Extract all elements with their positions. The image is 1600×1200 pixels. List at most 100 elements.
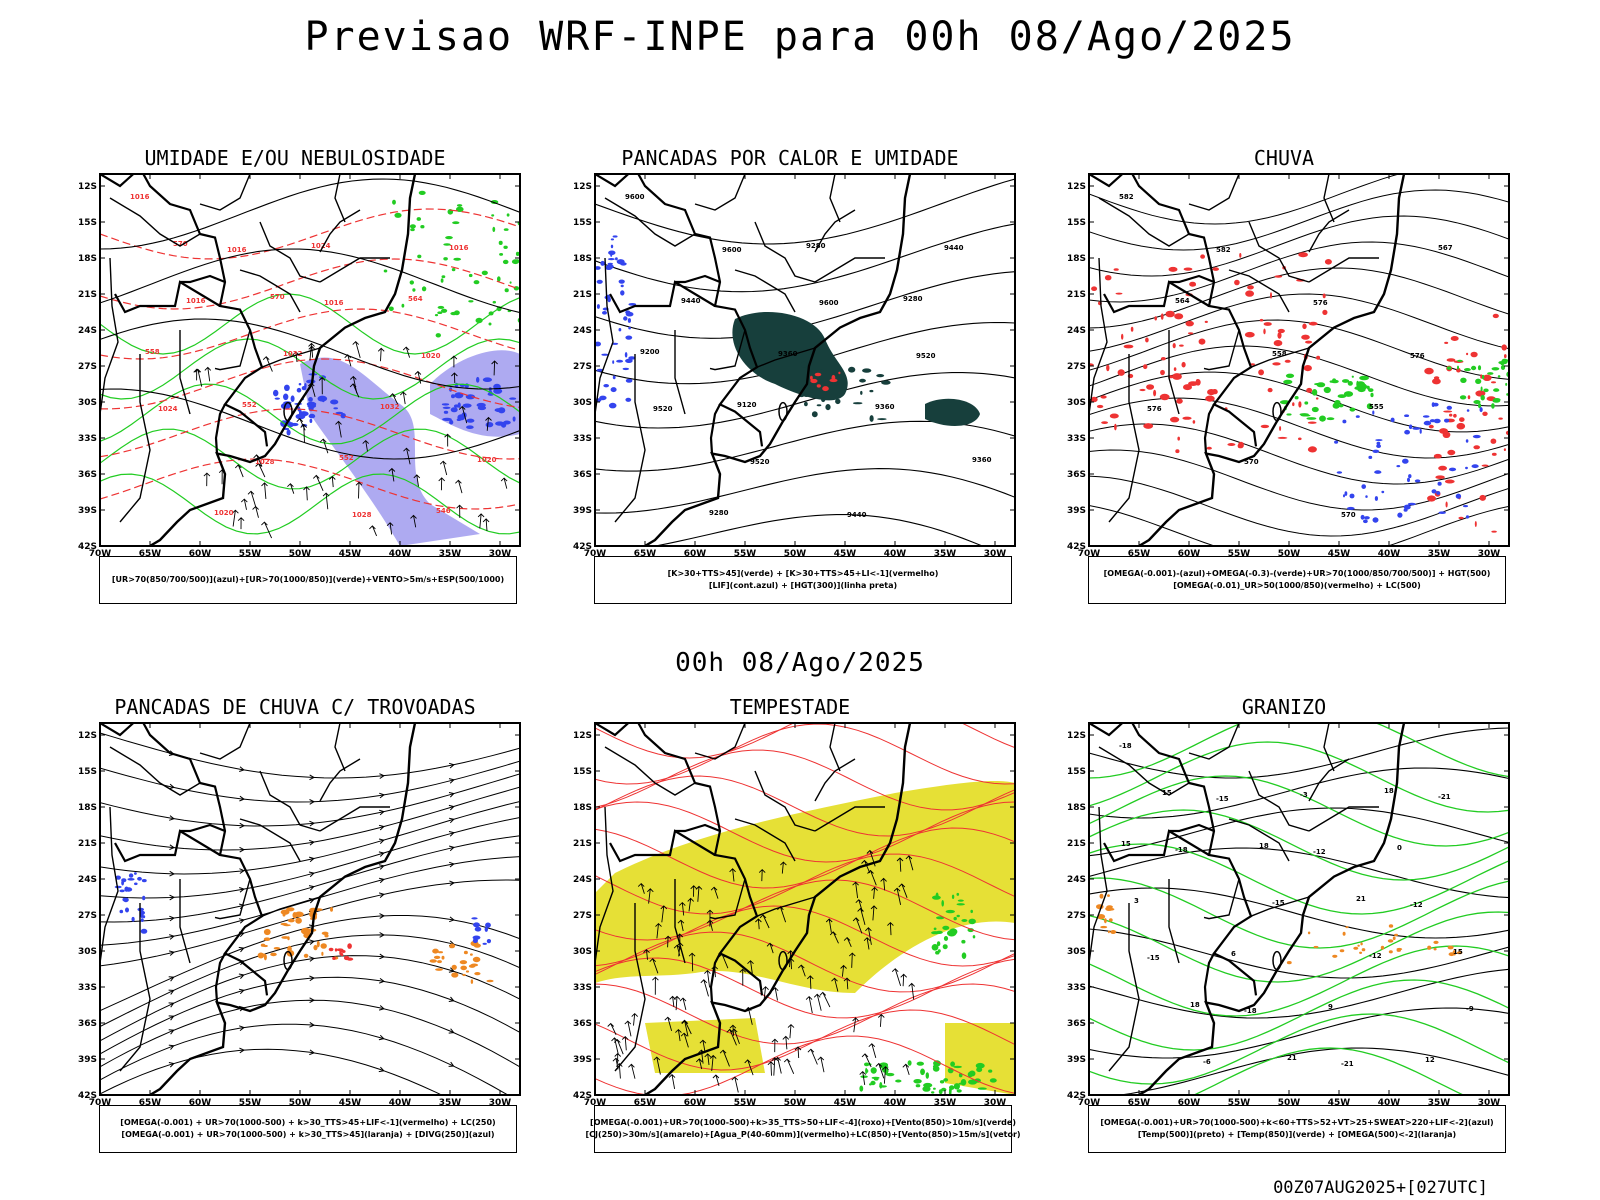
lif-contour — [608, 402, 617, 409]
moisture-contour — [441, 275, 446, 279]
divergence-zone — [472, 935, 481, 940]
humidity-zone — [308, 413, 316, 419]
lon-label: 30W — [1478, 1098, 1501, 1108]
wind-vector — [386, 522, 394, 535]
omega-blue-zone — [1431, 402, 1435, 407]
map-area: 1016 1016 1016 1020 1024 1028 1028 1016 1016 1032… — [78, 173, 521, 559]
humidity-zone — [299, 409, 302, 417]
omega-red-zone — [1492, 313, 1499, 319]
wind850-zone — [950, 1061, 955, 1067]
lif-contour — [616, 259, 625, 265]
storm-zone — [300, 927, 311, 935]
lon-label: 35W — [439, 549, 462, 559]
wind850-zone — [942, 925, 950, 930]
border-line — [319, 806, 390, 832]
mid-title: 00h 08/Ago/2025 — [675, 648, 925, 678]
lon-label: 45W — [1328, 549, 1351, 559]
wind-vector — [747, 960, 754, 974]
omega-blue-zone — [1360, 514, 1365, 520]
streamline — [309, 997, 316, 1004]
wind-vector — [819, 991, 831, 1008]
lon-label: 70W — [89, 549, 112, 559]
streamline — [238, 988, 245, 995]
streamline — [379, 913, 386, 919]
lon-label: 30W — [489, 549, 512, 559]
moisture-contour — [100, 383, 520, 445]
wind850-zone — [936, 941, 941, 947]
wind-vector — [690, 885, 698, 897]
border-line — [214, 952, 226, 1003]
map-content: 582 582 576 576 576 570 570 567 564 558 555 — [1089, 174, 1509, 546]
wind-vector — [739, 968, 747, 986]
precip-water-contour — [595, 1009, 1015, 1071]
contour-label: -18 — [1119, 742, 1132, 750]
streamline — [100, 934, 520, 1028]
omega-green-zone — [1311, 406, 1319, 413]
wind-vector — [624, 1020, 632, 1037]
wind850-zone — [967, 1071, 973, 1078]
moisture-contour — [488, 322, 492, 326]
border-line — [609, 280, 716, 314]
lon-label: 65W — [139, 549, 162, 559]
wind-vector — [840, 964, 847, 977]
omega-green-zone — [1316, 382, 1326, 388]
omega500-zone — [1380, 945, 1385, 950]
omega-blue-zone — [1455, 493, 1462, 499]
legend-line: [CJ(250)>30m/s](amarelo)+[Agua_P(40-60mm… — [585, 1130, 1021, 1139]
humidity-zone — [301, 386, 307, 391]
panel-title: PANCADAS POR CALOR E UMIDADE — [621, 146, 959, 170]
pressure-contour — [100, 248, 520, 314]
convection-zone — [869, 389, 874, 393]
storm-zone — [474, 972, 481, 976]
contour-label: 9600 — [819, 299, 839, 307]
lif-contour — [607, 258, 615, 261]
wind-vector — [730, 1028, 740, 1045]
wind-vector — [335, 420, 342, 438]
omega-red-zone — [1481, 464, 1489, 467]
streamline — [100, 801, 520, 875]
border-line — [595, 806, 614, 964]
wind-vector — [300, 423, 308, 443]
storm-zone — [451, 964, 457, 970]
hgt300-contour — [595, 178, 1015, 245]
jet-stream-zone — [945, 1023, 1015, 1095]
border-line — [179, 330, 191, 415]
wind-vector — [817, 1056, 825, 1073]
storm-zone — [486, 979, 494, 983]
storm-zone — [441, 955, 445, 960]
omega500-zone — [1392, 936, 1396, 940]
border-line — [1089, 723, 1258, 996]
omega-green-zone — [1304, 401, 1309, 405]
lat-label: 18S — [573, 803, 592, 813]
wind850-zone — [931, 944, 939, 951]
lat-label: 27S — [573, 362, 592, 372]
wind-vector — [678, 901, 686, 916]
wind850-zone — [953, 1083, 960, 1090]
moisture-contour — [456, 204, 463, 207]
omega-red-zone — [1177, 436, 1180, 441]
omega-green-zone — [1492, 399, 1501, 403]
wind-vector — [660, 905, 668, 923]
streamline — [448, 996, 455, 1002]
omega-red-zone — [1145, 337, 1149, 343]
omega-red-zone — [1117, 369, 1125, 376]
border-line — [1308, 209, 1350, 253]
storm-zone — [287, 936, 290, 941]
contour-label: 1016 — [130, 193, 150, 201]
border-line — [756, 347, 816, 368]
legend-line: [UR>70(850/700/500)](azul)+[UR>70(1000/8… — [111, 575, 505, 584]
border-line — [319, 257, 390, 283]
divergence-zone — [141, 879, 147, 883]
omega-blue-zone — [1436, 491, 1441, 495]
omega500-zone — [1105, 906, 1113, 911]
divergence-zone — [122, 897, 127, 902]
moisture-contour — [437, 305, 445, 309]
wind-vector — [731, 1076, 739, 1093]
wind-vector — [766, 942, 774, 954]
border-line — [100, 257, 119, 415]
storm-zone — [263, 937, 271, 941]
storm-zone — [320, 943, 327, 949]
storm-zone — [472, 956, 481, 963]
wind-vector — [652, 976, 659, 995]
convection-zone — [881, 380, 891, 385]
